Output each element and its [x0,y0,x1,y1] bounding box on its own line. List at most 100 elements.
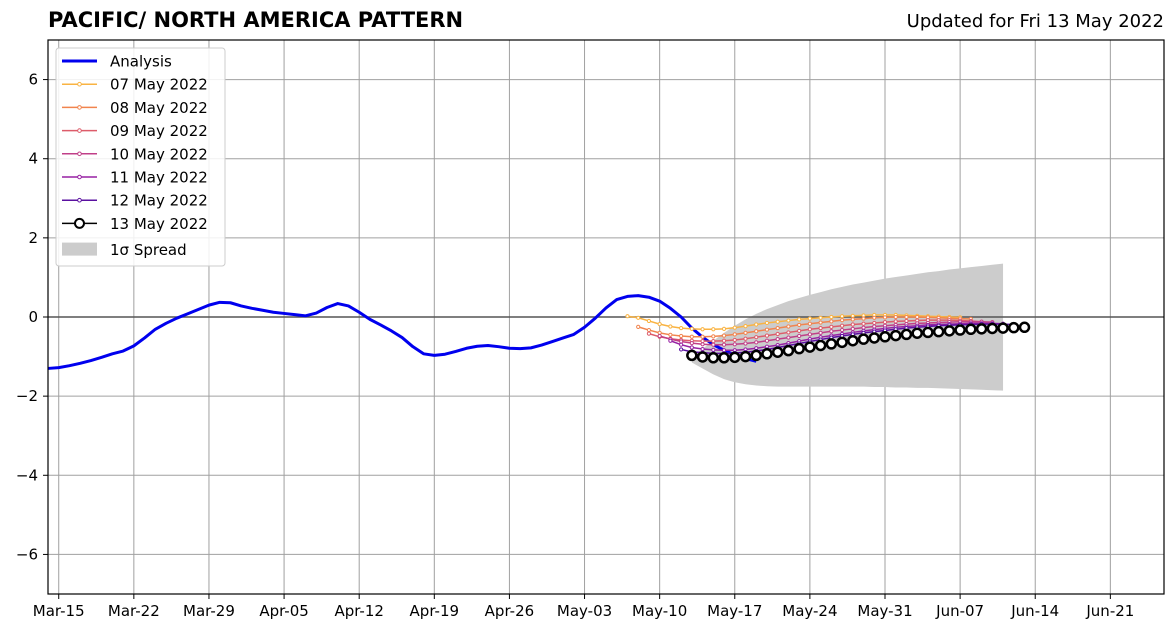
legend-label: 13 May 2022 [110,215,208,233]
x-tick-label: May-03 [557,602,612,620]
series-point [797,317,802,322]
x-tick-label: Jun-07 [935,602,984,620]
chart-subtitle: Updated for Fri 13 May 2022 [906,11,1164,32]
series-point [829,324,834,329]
series-point [721,333,727,338]
series-point [686,349,698,362]
legend-entry-5: 11 May 2022 [62,169,208,187]
legend-label: 08 May 2022 [110,99,208,117]
series-point [700,342,705,347]
x-tick-label: Jun-14 [1010,602,1059,620]
series-point [857,333,870,345]
series-point [636,315,641,320]
legend-swatch-marker [77,197,82,203]
series-point [657,333,662,339]
series-point [847,334,859,347]
legend-swatch-marker [77,174,82,180]
series-point [721,342,727,347]
series-point [646,331,652,336]
series-point [829,329,834,334]
x-tick-label: Mar-22 [108,602,160,620]
series-point [625,314,630,319]
series-point [679,342,684,347]
series-point [797,328,802,333]
legend-swatch-marker [77,81,82,87]
series-point [829,319,834,324]
chart-title: PACIFIC/ NORTH AMERICA PATTERN [48,8,464,32]
series-line-analysis [47,294,757,370]
series-point [696,351,709,363]
series-point [786,335,791,340]
y-tick-label: 4 [28,150,38,168]
series-point [721,338,727,343]
legend-box [55,47,226,267]
x-tick-label: Mar-29 [183,602,235,620]
legend-swatch-patch [62,242,97,256]
series-point [732,325,737,330]
series-point [868,332,881,344]
series-point [771,346,784,358]
series-point [743,330,748,335]
x-tick-label: May-31 [857,602,912,620]
series-point [807,327,812,332]
series-point [700,327,705,332]
series-point [893,319,898,324]
x-tick-label: Mar-15 [33,602,85,620]
legend-entry-3: 09 May 2022 [62,122,208,140]
series-point [975,323,988,335]
legend-label: 11 May 2022 [110,169,208,187]
legend-entry-2: 08 May 2022 [62,99,208,117]
series-point [775,319,780,324]
series-point [997,322,1009,334]
series-point [839,314,845,319]
series-point [764,333,770,338]
series-point [743,324,748,329]
series-point [1018,321,1031,334]
legend-label: 10 May 2022 [110,145,208,163]
series-point [943,325,956,337]
series-forecast-6 [686,321,1031,364]
series-point [711,347,716,352]
legend-entry-6: 12 May 2022 [62,192,208,210]
legend-swatch-marker [77,128,82,133]
series-point [646,318,652,324]
series-point [754,329,759,334]
series-point [764,320,770,326]
series-point [807,321,812,326]
series-point [711,339,716,344]
series-point [732,337,737,343]
series-point [986,322,999,335]
series-point [775,325,780,331]
series-point [679,347,684,352]
series-point [700,346,705,352]
series-point [743,336,748,341]
series-point [764,338,770,343]
series-point [850,317,855,322]
series-point [911,327,923,339]
legend-swatch-marker [77,105,82,110]
series-point [839,318,845,323]
series-point [965,323,977,336]
series-point [732,332,737,337]
series-point [954,324,966,336]
series-point [861,321,866,326]
series-point [754,340,759,345]
series-point [836,336,848,349]
y-tick-label: 6 [28,71,38,89]
series-point [668,324,673,329]
legend-entry-0: Analysis [62,53,172,71]
series-point [743,341,748,346]
series-point [861,316,866,321]
series-point [793,342,805,355]
series-point [1008,321,1020,334]
series-point [689,326,694,331]
series-point [689,334,694,339]
series-point [761,348,773,360]
series-point [732,342,737,347]
y-tick-label: 0 [28,308,38,326]
series-point [850,326,855,331]
legend-label: Analysis [110,53,172,71]
legend-label: 12 May 2022 [110,192,208,210]
series-point [729,351,741,364]
series-point [804,341,816,353]
